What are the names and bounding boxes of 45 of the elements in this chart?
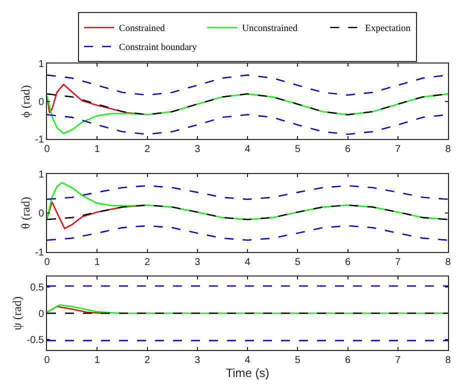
x-tick-label: 3 <box>194 355 201 366</box>
x-tick-label: 1 <box>94 256 100 268</box>
x-tick-label: 6 <box>344 256 351 268</box>
x-axis-title: Time (s) <box>226 366 270 380</box>
line-series <box>47 204 448 220</box>
legend-label: Constrained <box>119 24 166 34</box>
y-tick-label: 1 <box>38 59 44 70</box>
x-tick-label: 8 <box>445 256 452 268</box>
y-tick-label: 0 <box>38 308 44 320</box>
y-axis-title: ψ (rad) <box>10 296 24 330</box>
x-tick-label: 6 <box>344 355 351 366</box>
x-tick-label: 8 <box>445 144 452 156</box>
x-tick-label: 7 <box>395 256 402 268</box>
x-tick-label: 5 <box>294 355 301 366</box>
x-tick-label: 1 <box>94 144 100 156</box>
line-series <box>47 185 448 200</box>
line-series <box>47 306 103 314</box>
x-tick-label: 2 <box>144 256 150 268</box>
x-tick-label: 4 <box>244 256 251 268</box>
y-tick-label: -1 <box>35 134 44 146</box>
y-tick-label: 0 <box>38 96 44 108</box>
legend-label: Expectation <box>365 24 411 34</box>
legend-label: Unconstrained <box>242 24 298 34</box>
x-tick-label: 3 <box>194 144 201 156</box>
x-tick-label: 8 <box>445 355 452 366</box>
x-tick-label: 3 <box>194 256 201 268</box>
x-tick-label: 7 <box>395 144 402 156</box>
x-tick-label: 7 <box>395 355 402 366</box>
x-tick-label: 4 <box>244 144 251 156</box>
line-series <box>47 225 448 241</box>
x-tick-label: 5 <box>294 144 301 156</box>
legend-label: Constraint boundary <box>119 43 198 54</box>
x-tick-label: 1 <box>94 355 100 366</box>
x-tick-label: 5 <box>294 256 301 268</box>
y-tick-label: 0.5 <box>30 282 44 294</box>
x-tick-label: 6 <box>344 144 351 156</box>
y-axis-title: ϕ (rad) <box>18 85 32 118</box>
y-tick-label: 1 <box>38 170 44 181</box>
x-tick-label: 2 <box>144 355 150 366</box>
y-axis-title: θ (rad) <box>18 196 32 229</box>
y-tick-label: -1 <box>35 247 44 258</box>
x-tick-label: 2 <box>144 144 150 156</box>
x-tick-label: 4 <box>244 355 251 366</box>
y-tick-label: 0 <box>38 208 44 220</box>
y-tick-label: -0.5 <box>26 335 44 346</box>
